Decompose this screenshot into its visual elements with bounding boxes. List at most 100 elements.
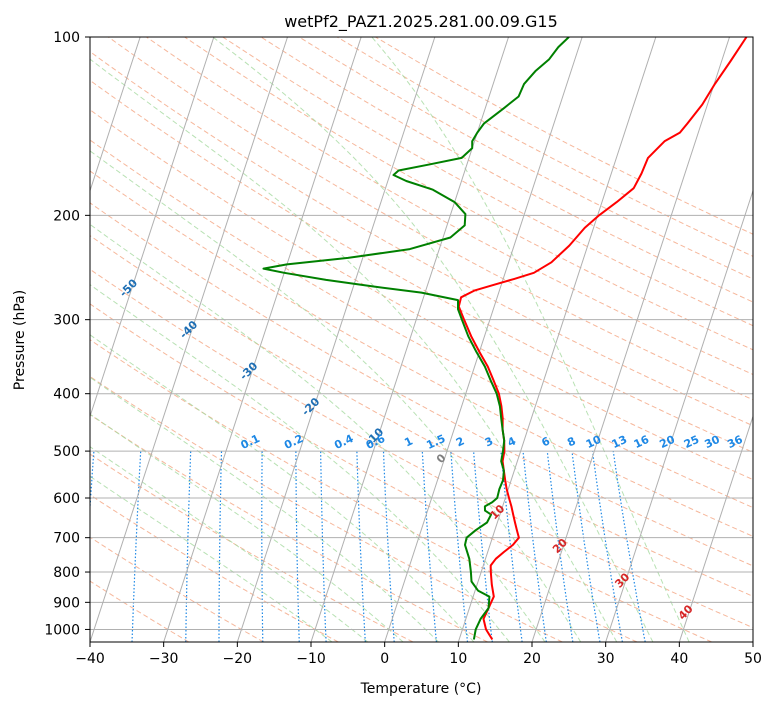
x-tick-label: 0 (380, 651, 389, 667)
dry-adiabat (222, 37, 753, 327)
mixing-ratio-line (382, 451, 395, 642)
isotherm-label: -70 (0, 188, 22, 211)
y-tick-label: 800 (53, 565, 80, 581)
dry-adiabat (90, 536, 264, 642)
x-axis-title: Temperature (°C) (360, 681, 482, 697)
mixing-ratio-label: 25 (682, 433, 701, 451)
mixing-ratio-line (421, 451, 437, 642)
dry-adiabat (184, 37, 753, 351)
isotherm-line (384, 37, 583, 642)
mixing-ratio-label: 8 (565, 434, 577, 449)
dry-adiabat (90, 139, 753, 509)
y-tick-label: 500 (53, 444, 80, 460)
isotherm-line (163, 37, 362, 642)
isotherm-line (531, 37, 730, 642)
axes-frame (89, 36, 754, 643)
dry-adiabat (90, 202, 753, 567)
dry-adiabat (90, 109, 753, 481)
temperature-profile-line (457, 37, 748, 641)
dry-adiabat (146, 37, 753, 376)
mixing-ratio-label: 1 (402, 434, 414, 449)
moist-adiabat-label: 20 (550, 536, 570, 556)
mixing-ratio-label: 30 (702, 433, 722, 451)
moist-adiabat (371, 37, 690, 642)
x-tick-label: 50 (744, 651, 762, 667)
isotherm-line (90, 37, 215, 418)
x-tick-label: −40 (75, 651, 105, 667)
x-tick-label: 40 (670, 651, 688, 667)
moist-adiabat (212, 37, 654, 642)
x-tick-label: 30 (597, 651, 615, 667)
moist-adiabat (90, 223, 546, 642)
x-tick-label: −20 (223, 651, 253, 667)
y-tick-label: 100 (53, 30, 80, 46)
isotherm-line (236, 37, 436, 642)
moist-adiabat-label: 30 (612, 570, 632, 590)
y-tick-label: 1000 (44, 622, 80, 638)
mixing-ratio-line (131, 451, 142, 642)
dry-adiabat (90, 235, 753, 597)
mixing-ratio-line (356, 451, 366, 642)
isotherm-label: -50 (117, 276, 140, 299)
mixing-ratio-line (450, 451, 469, 642)
moist-adiabat (90, 475, 333, 642)
mixing-ratio-line (612, 451, 646, 642)
y-tick-label: 300 (53, 313, 80, 329)
mixing-ratio-label: 6 (539, 434, 552, 449)
moist-adiabat (90, 446, 369, 642)
mixing-ratio-line (522, 451, 547, 642)
mixing-ratio-line (295, 451, 300, 642)
chart-title: wetPf2_PAZ1.2025.281.00.09.G15 (284, 12, 558, 32)
moist-adiabat (90, 334, 475, 642)
x-tick-label: −10 (296, 651, 326, 667)
isotherm-label: -20 (299, 395, 322, 418)
mixing-ratio-label: 0.2 (282, 432, 305, 452)
mixing-ratio-label: 10 (584, 433, 604, 451)
dry-adiabat (90, 414, 488, 642)
moist-adiabat (90, 376, 439, 642)
mixing-ratio-label: 0.4 (332, 432, 355, 452)
dry-adiabat (108, 37, 753, 401)
plot-area: -100-90-80-70-60-50-40-30-20-100.10.20.4… (0, 37, 753, 642)
mixing-ratio-label: 2 (454, 434, 466, 449)
dry-adiabat (90, 375, 563, 642)
dry-adiabat (375, 37, 753, 235)
moist-adiabat (90, 150, 582, 642)
y-tick-label: 400 (53, 387, 80, 403)
isotherm-label: -30 (237, 359, 260, 382)
axes-border (89, 36, 754, 643)
mixing-ratio-line (261, 451, 264, 642)
mixing-ratio-label: 16 (632, 433, 652, 451)
isotherm-line (605, 189, 753, 642)
isotherm-line (90, 37, 141, 193)
moist-adiabat (90, 283, 510, 642)
mixing-ratio-label: 0.1 (239, 432, 262, 452)
isotherm-line (752, 640, 753, 642)
y-tick-label: 700 (53, 531, 80, 547)
mixing-ratio-line (320, 451, 327, 642)
dry-adiabat (90, 170, 753, 537)
mixing-ratio-label: 13 (610, 433, 629, 451)
dewpoint-profile-line (262, 37, 570, 640)
x-tick-label: 20 (523, 651, 541, 667)
dry-adiabat (90, 268, 753, 629)
isotherm-line (90, 37, 288, 642)
dry-adiabat (260, 37, 753, 303)
dry-adiabat (90, 339, 638, 642)
y-tick-label: 200 (53, 208, 80, 224)
moist-adiabat-label: 10 (487, 502, 507, 522)
isotherm-line (0, 37, 67, 642)
y-tick-label: 900 (53, 595, 80, 611)
mixing-ratio-label: 4 (506, 434, 519, 449)
isotherm-line (310, 37, 509, 642)
dry-adiabat (90, 580, 190, 642)
mixing-ratio-line (185, 451, 192, 642)
mixing-ratio-line (90, 451, 95, 516)
x-tick-label: 10 (449, 651, 467, 667)
isotherm-label: -40 (177, 318, 200, 341)
mixing-ratio-line (218, 451, 223, 642)
isotherm-line (457, 37, 657, 642)
mixing-ratio-label: 3 (483, 434, 495, 449)
isotherm-label: -60 (57, 235, 80, 258)
y-axis-title: Pressure (hPa) (12, 290, 28, 390)
